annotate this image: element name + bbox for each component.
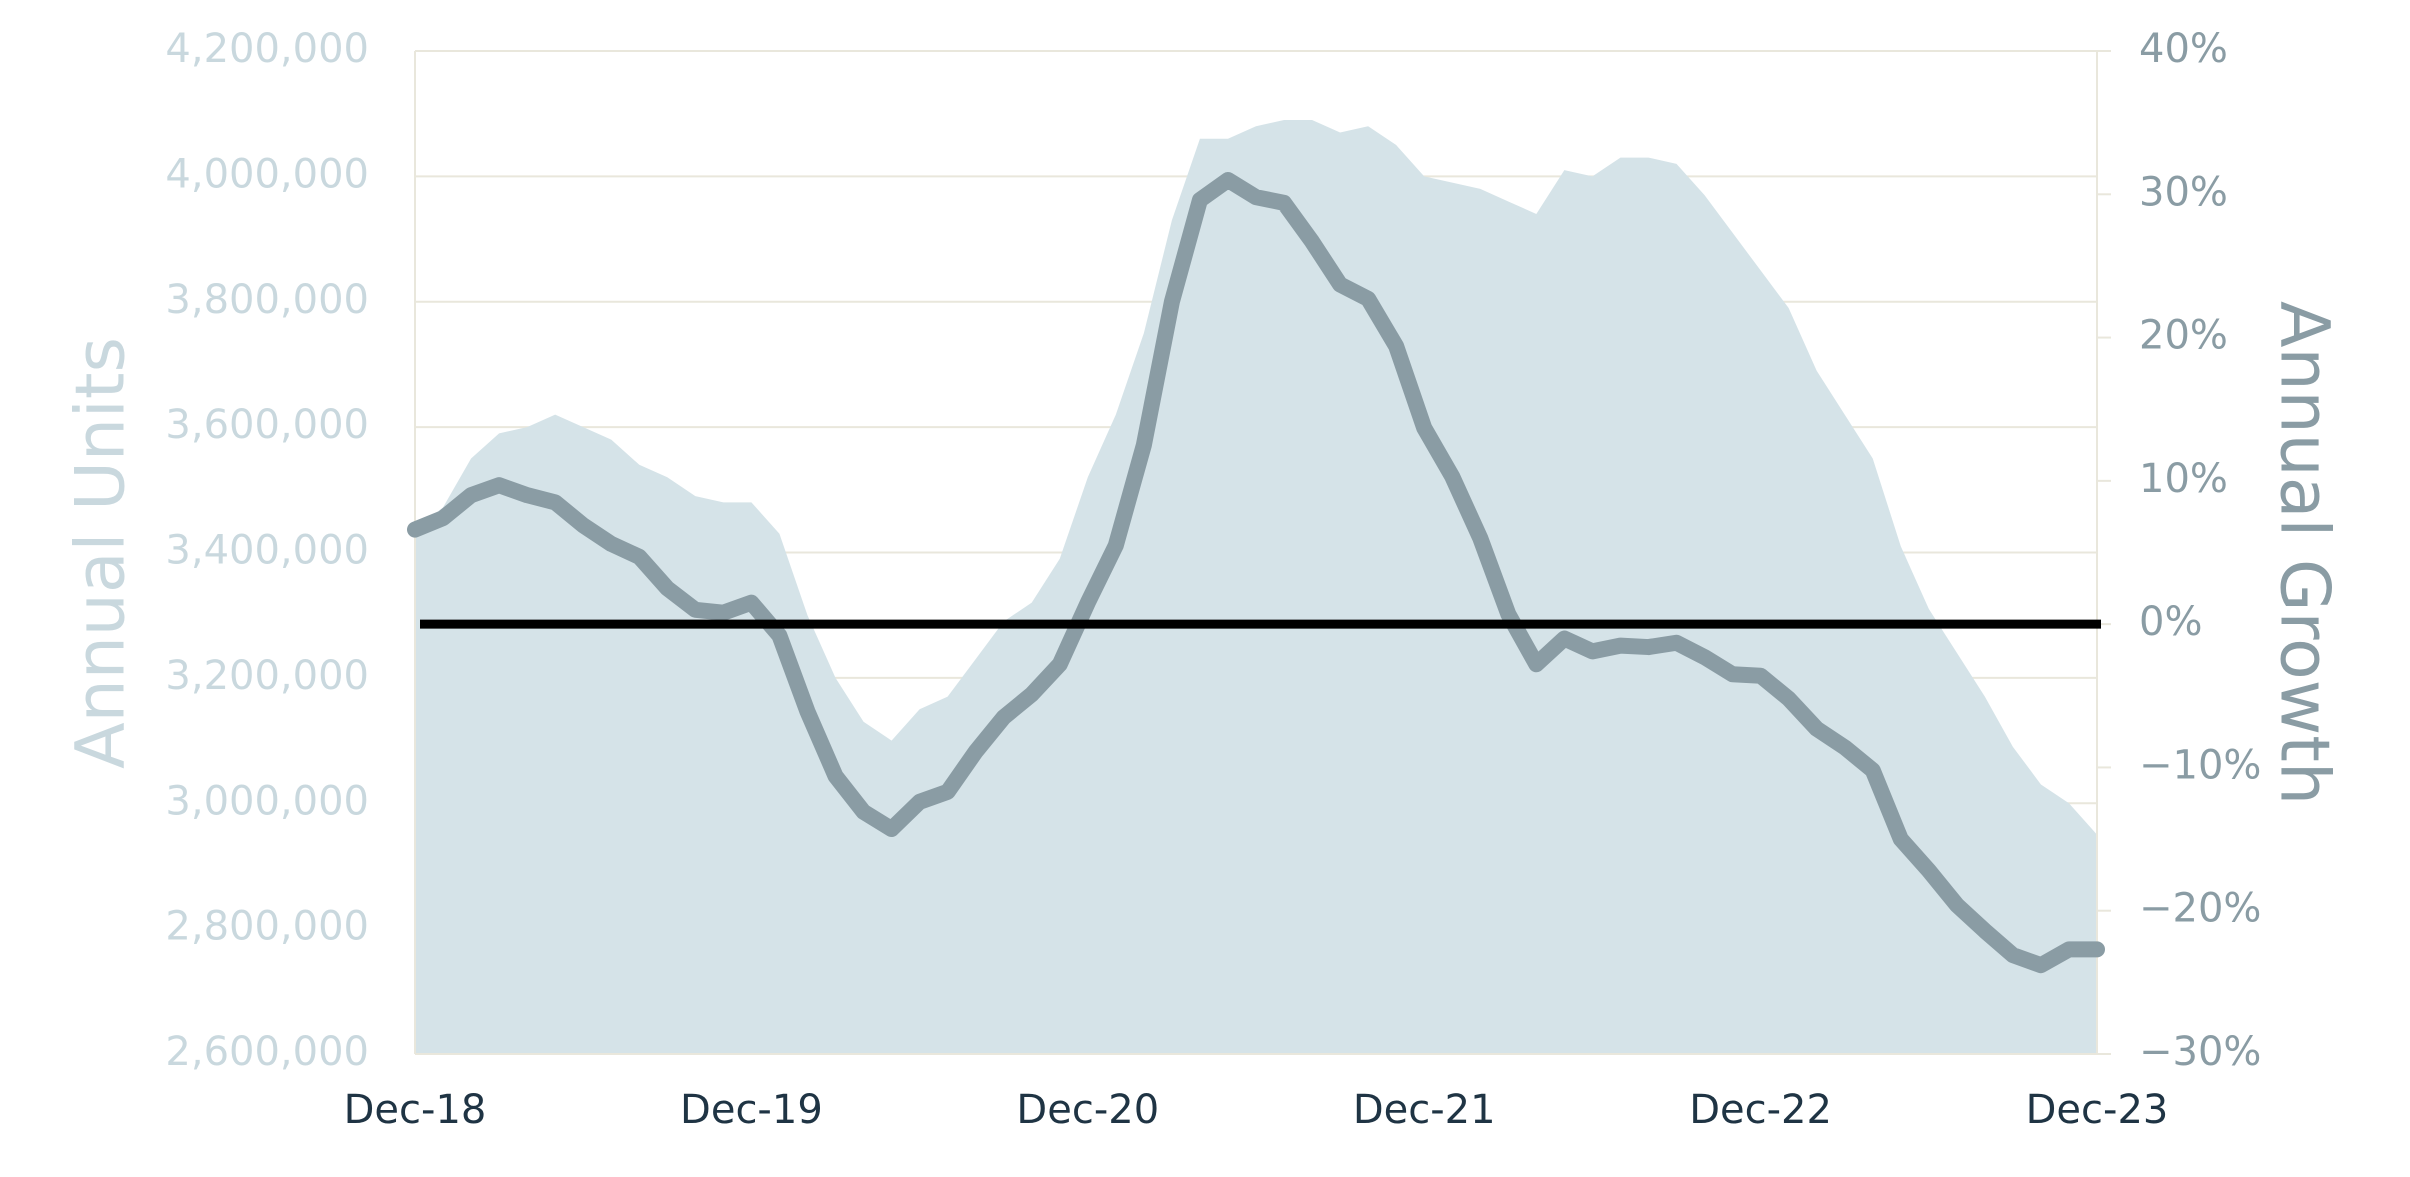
y2-tick-label: 40% — [2139, 26, 2228, 72]
y2-tick-label: 0% — [2139, 599, 2202, 645]
x-tick-label: Dec-21 — [1353, 1087, 1496, 1133]
y-tick-label: 3,200,000 — [165, 653, 369, 699]
y2-tick-label: −10% — [2139, 742, 2261, 788]
y-tick-label: 3,800,000 — [165, 277, 369, 323]
x-tick-label: Dec-18 — [344, 1087, 487, 1133]
y2-tick-label: 30% — [2139, 169, 2228, 215]
x-tick-label: Dec-22 — [1689, 1087, 1832, 1133]
y-tick-label: 3,600,000 — [165, 402, 369, 448]
y-axis-title: Annual Units — [62, 337, 141, 769]
x-tick-label: Dec-20 — [1016, 1087, 1159, 1133]
y-tick-label: 3,400,000 — [165, 528, 369, 574]
line — [407, 171, 2105, 974]
y-tick-label: 4,000,000 — [165, 151, 369, 197]
y-tick-label: 2,600,000 — [165, 1029, 369, 1075]
y-tick-label: 3,000,000 — [165, 778, 369, 824]
x-tick-label: Dec-19 — [680, 1087, 823, 1133]
area — [415, 119, 2097, 1055]
y2-tick-label: 20% — [2139, 313, 2228, 359]
y2-tick-label: −30% — [2139, 1029, 2261, 1075]
y2-axis-title: Annual Growth — [2264, 301, 2343, 805]
y2-tick-label: −20% — [2139, 886, 2261, 932]
y-tick-label: 2,800,000 — [165, 904, 369, 950]
y-tick-label: 4,200,000 — [165, 26, 369, 72]
y2-tick-label: 10% — [2139, 456, 2228, 502]
x-tick-label: Dec-23 — [2026, 1087, 2169, 1133]
